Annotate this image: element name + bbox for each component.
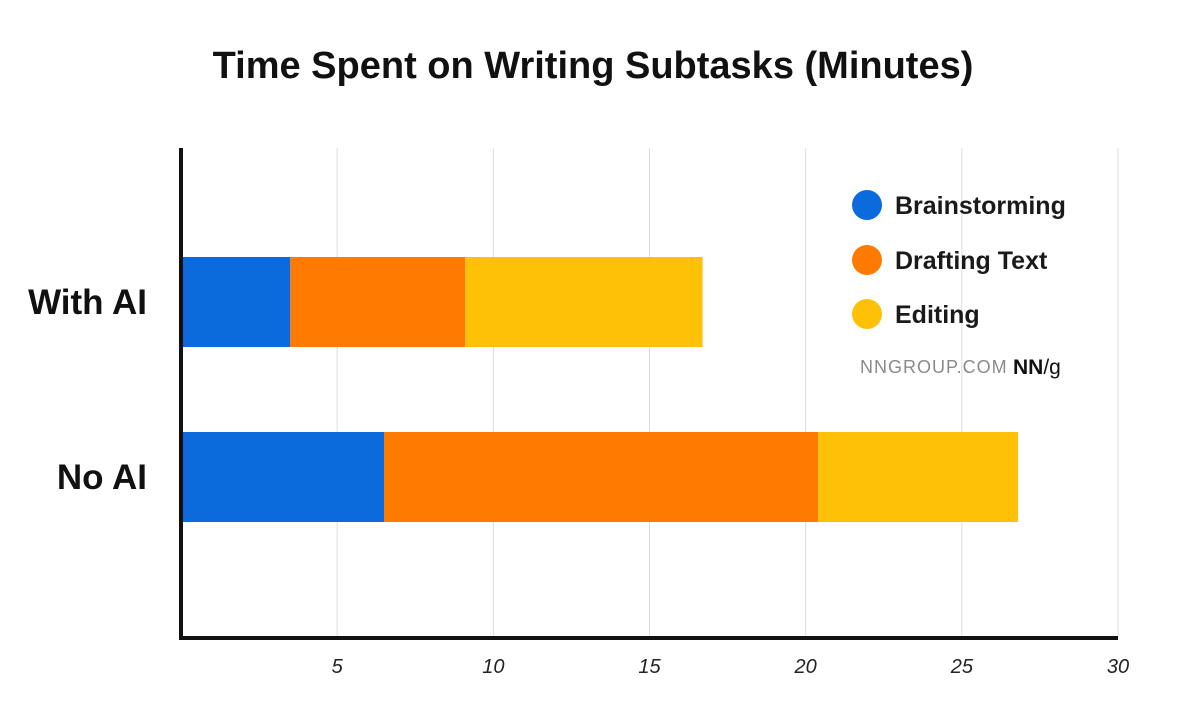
legend-label-drafting-text: Drafting Text [895,247,1048,275]
category-label-with-ai: With AI [28,283,147,322]
credit: NNGROUP.COM NN/g [860,356,1061,379]
legend-label-editing: Editing [895,301,980,329]
x-tick-labels: 5 10 15 20 25 30 [332,656,1130,678]
legend: Brainstorming Drafting Text Editing [852,190,1066,329]
bar-with-ai-editing [465,257,703,347]
x-tick-label-15: 15 [638,656,661,678]
legend-label-brainstorming: Brainstorming [895,192,1066,220]
bar-no-ai-drafting-text [384,432,819,522]
bars [181,257,1019,522]
category-labels: With AI No AI [28,283,147,497]
x-tick-label-5: 5 [332,656,344,678]
credit-logo-rest: /g [1043,356,1061,379]
x-tick-label-10: 10 [482,656,504,678]
bar-no-ai-editing [818,432,1019,522]
x-tick-label-25: 25 [950,656,974,678]
credit-logo-bold: NN [1013,356,1043,379]
category-label-no-ai: No AI [57,458,147,497]
credit-site-text: NNGROUP.COM [860,357,1008,377]
chart-title: Time Spent on Writing Subtasks (Minutes) [213,45,974,87]
legend-swatch-brainstorming [852,190,882,220]
legend-swatch-drafting-text [852,245,882,275]
x-tick-label-20: 20 [794,656,817,678]
gridlines [336,148,1119,638]
bar-with-ai-drafting-text [290,257,466,347]
bar-no-ai-brainstorming [181,432,385,522]
legend-swatch-editing [852,299,882,329]
credit-logo: NN/g [1013,356,1061,379]
x-tick-label-30: 30 [1107,656,1129,678]
bar-with-ai-brainstorming [181,257,291,347]
